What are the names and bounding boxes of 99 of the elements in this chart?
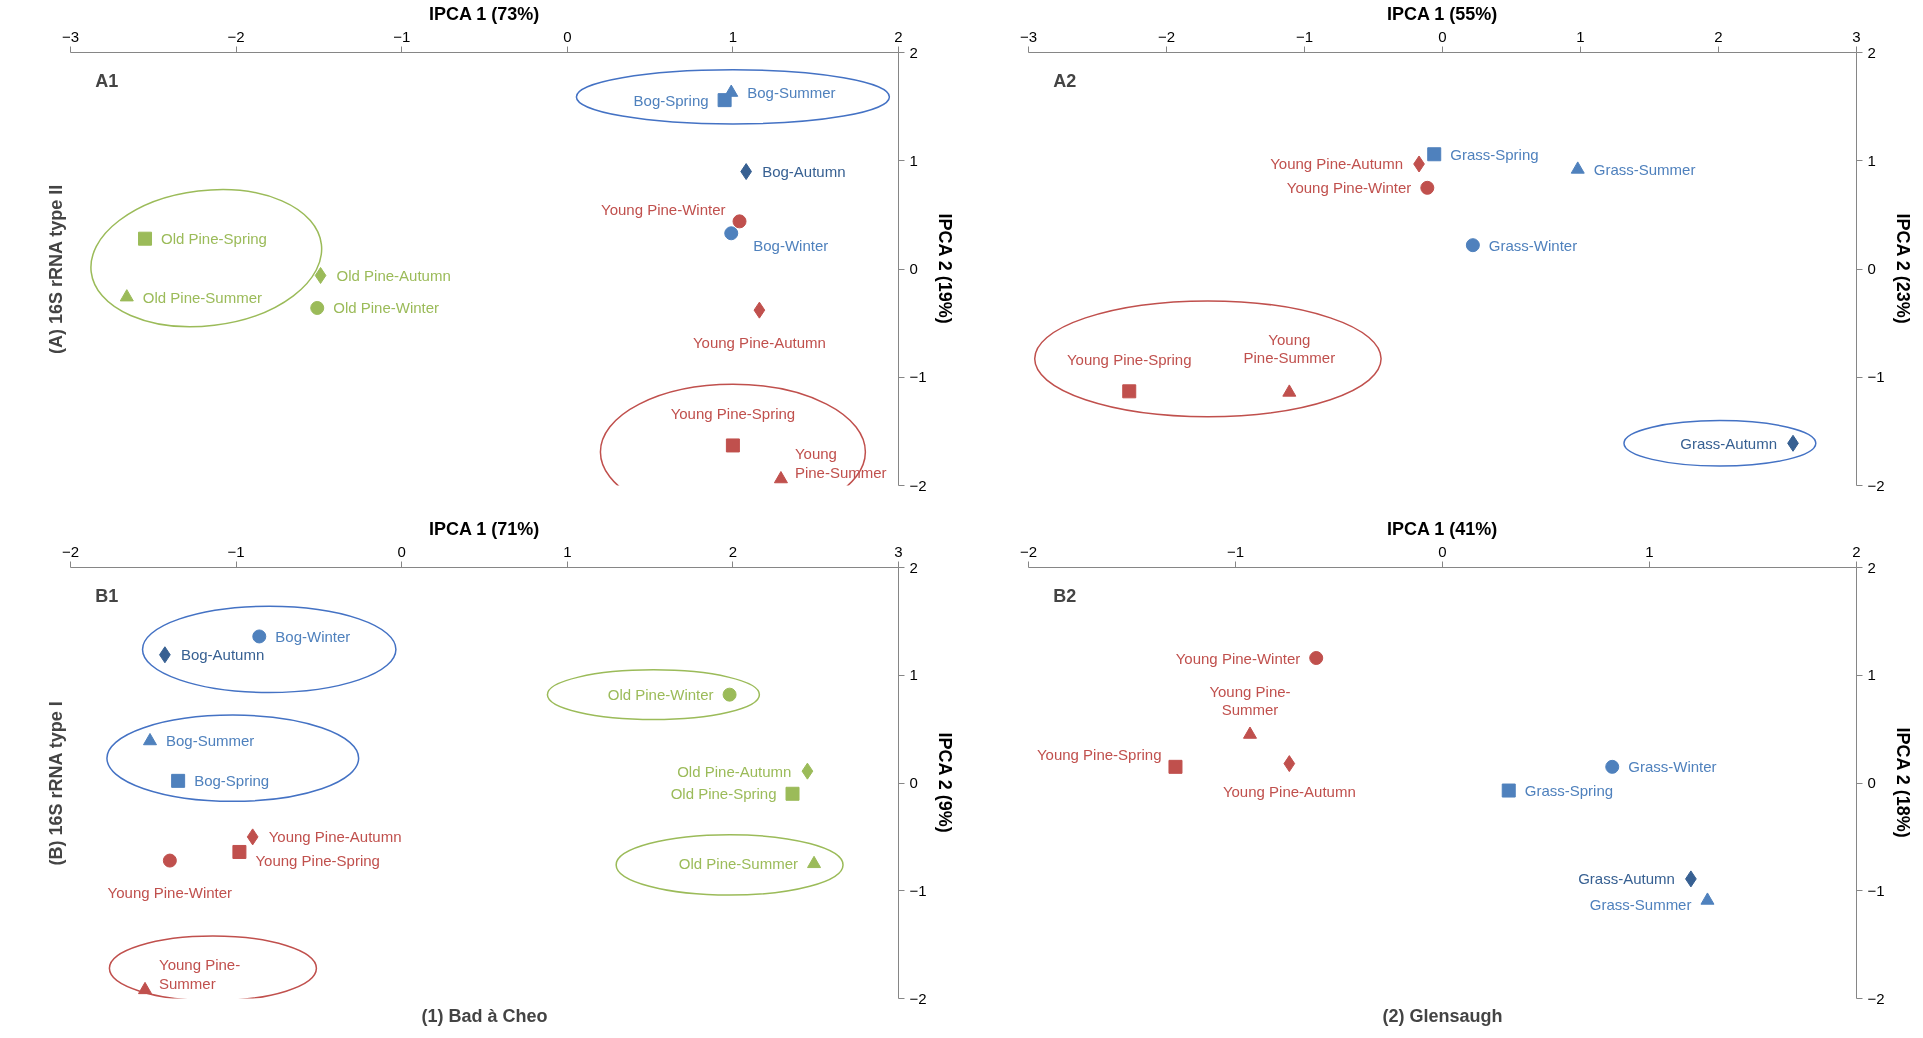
series-label: Grass-Winter bbox=[1488, 236, 1578, 254]
y-tick-label: 0 bbox=[909, 774, 918, 791]
series-label: Grass-Autumn bbox=[1680, 434, 1778, 452]
series-label: Old Pine-Summer bbox=[142, 288, 263, 306]
series-label: Old Pine-Winter bbox=[333, 299, 440, 317]
series-label: Young Pine-Autumn bbox=[692, 333, 826, 351]
series-label: Bog-Spring bbox=[194, 772, 270, 790]
annotation: A2 bbox=[1053, 71, 1077, 92]
x-tick-label: 1 bbox=[563, 542, 572, 560]
y-tick-label: −2 bbox=[909, 476, 927, 494]
series-label: Bog-Autumn bbox=[762, 163, 846, 181]
x-tick-label: −2 bbox=[1157, 27, 1176, 45]
x-tick-label: −3 bbox=[1019, 27, 1038, 45]
series-label: Old Pine-Spring bbox=[670, 785, 777, 803]
text: Young Pine-Summer bbox=[1243, 330, 1336, 367]
annotation: A1 bbox=[95, 71, 119, 92]
series-label: Bog-Autumn bbox=[180, 646, 265, 664]
series-label: Young Pine-Winter bbox=[107, 884, 233, 902]
y-tick-label: 1 bbox=[1867, 151, 1876, 169]
x-tick-label: −1 bbox=[393, 27, 411, 45]
y-tick-label: 0 bbox=[1867, 260, 1876, 277]
x-tick-label: 1 bbox=[1645, 542, 1654, 560]
x-tick-label: −3 bbox=[61, 27, 80, 45]
series-label: Young Pine-Spring bbox=[1066, 350, 1192, 368]
y-tick-label: −1 bbox=[1867, 881, 1885, 899]
series-label: Young Pine-Autumn bbox=[268, 828, 402, 846]
series-label: Young Pine-Spring bbox=[670, 404, 796, 422]
series-label: Old Pine-Spring bbox=[161, 230, 267, 248]
y-tick-label: 1 bbox=[909, 666, 918, 684]
series-label: Young Pine-Winter bbox=[601, 200, 726, 218]
x-axis-title: IPCA 1 (41%) bbox=[1386, 518, 1498, 539]
x-tick-label: 2 bbox=[1852, 542, 1861, 560]
x-tick-label: 0 bbox=[1438, 542, 1447, 560]
x-tick-label: −2 bbox=[227, 27, 245, 45]
series-label: Bog-Winter bbox=[275, 627, 351, 645]
annotation: B2 bbox=[1053, 586, 1077, 607]
series-label: Grass-Summer bbox=[1589, 895, 1692, 913]
series-label: Young Pine-Autumn bbox=[1222, 783, 1356, 801]
text: (B) 16S rRNA type I bbox=[45, 701, 66, 866]
x-axis-title: IPCA 1 (73%) bbox=[428, 3, 540, 24]
x-tick-label: −1 bbox=[1226, 542, 1245, 560]
series-label: Young Pine-Summer bbox=[1209, 682, 1291, 719]
series-label: Young Pine-Spring bbox=[255, 852, 380, 870]
y-tick-label: 2 bbox=[909, 558, 918, 576]
series-label: Young Pine-Winter bbox=[1286, 179, 1412, 197]
x-tick-label: 0 bbox=[563, 27, 572, 45]
y-tick-label: 1 bbox=[909, 151, 918, 169]
x-tick-label: 3 bbox=[894, 542, 903, 560]
annotation: B1 bbox=[95, 586, 119, 607]
y-tick-label: −2 bbox=[1867, 989, 1885, 1007]
y-tick-label: −1 bbox=[1867, 368, 1885, 386]
series-label: Grass-Autumn bbox=[1578, 870, 1675, 888]
text: (A) 16S rRNA type II bbox=[45, 184, 66, 355]
y-tick-label: −2 bbox=[1867, 476, 1885, 494]
series-label: Grass-Summer bbox=[1593, 160, 1696, 178]
x-tick-label: 0 bbox=[1438, 27, 1447, 45]
y-tick-label: 1 bbox=[1867, 666, 1876, 684]
series-label: Old Pine-Winter bbox=[607, 686, 714, 704]
x-tick-label: 3 bbox=[1852, 27, 1861, 45]
x-tick-label: −1 bbox=[1295, 27, 1314, 45]
x-tick-label: −2 bbox=[61, 542, 80, 560]
series-label: Bog-Spring bbox=[633, 91, 709, 109]
x-tick-label: −1 bbox=[227, 542, 245, 560]
series-label: Young Pine-Summer bbox=[159, 956, 241, 992]
y-axis-title: IPCA 2 (19%) bbox=[934, 213, 955, 324]
series-label: Young Pine-Spring bbox=[1036, 746, 1162, 764]
y-tick-label: 2 bbox=[1867, 558, 1876, 576]
x-axis-title: IPCA 1 (71%) bbox=[428, 518, 540, 539]
series-label: Young Pine-Autumn bbox=[1270, 155, 1404, 173]
series-label: Grass-Spring bbox=[1524, 782, 1614, 800]
y-tick-label: −1 bbox=[909, 881, 927, 899]
x-tick-label: −2 bbox=[1019, 542, 1038, 560]
x-tick-label: 2 bbox=[728, 542, 738, 560]
x-axis-title: IPCA 1 (55%) bbox=[1386, 3, 1498, 24]
text: (1) Bad à Cheo bbox=[421, 1005, 548, 1026]
series-label: Bog-Summer bbox=[747, 84, 836, 102]
y-tick-label: 0 bbox=[1867, 774, 1876, 791]
y-tick-label: 0 bbox=[909, 260, 918, 277]
series-label: Young Pine-Winter bbox=[1175, 649, 1301, 667]
x-tick-label: 2 bbox=[1714, 27, 1723, 45]
series-label: Bog-Summer bbox=[165, 732, 255, 750]
series-label: Old Pine-Autumn bbox=[677, 762, 792, 780]
series-label: Bog-Winter bbox=[753, 236, 829, 254]
series-label: Old Pine-Autumn bbox=[336, 266, 451, 284]
series-label: Old Pine-Summer bbox=[678, 855, 799, 873]
y-axis-title: IPCA 2 (18%) bbox=[1892, 727, 1913, 838]
y-axis-title: IPCA 2 (9%) bbox=[934, 732, 955, 833]
y-tick-label: 2 bbox=[909, 43, 918, 61]
y-tick-label: −2 bbox=[909, 989, 927, 1007]
x-tick-label: 0 bbox=[397, 542, 406, 560]
text: (2) Glensaugh bbox=[1382, 1005, 1503, 1026]
series-label: Grass-Winter bbox=[1628, 758, 1717, 776]
y-tick-label: −1 bbox=[909, 368, 927, 386]
x-tick-label: 2 bbox=[894, 27, 903, 45]
series-label: Grass-Spring bbox=[1450, 145, 1539, 163]
x-tick-label: 1 bbox=[1576, 27, 1585, 45]
x-tick-label: 1 bbox=[728, 27, 738, 45]
y-axis-title: IPCA 2 (23%) bbox=[1892, 213, 1913, 324]
y-tick-label: 2 bbox=[1867, 43, 1876, 61]
